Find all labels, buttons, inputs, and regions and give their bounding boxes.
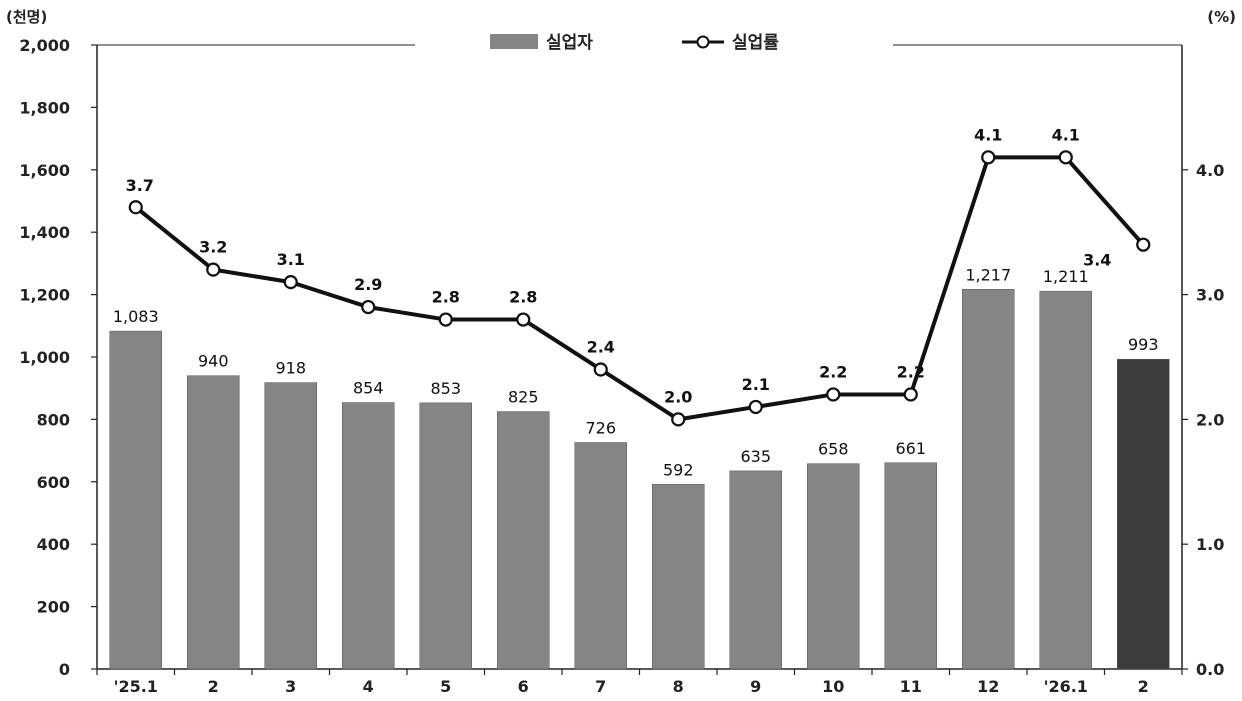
bar — [1117, 358, 1170, 670]
rate-value-label: 2.2 — [819, 362, 847, 381]
rate-point — [903, 387, 918, 402]
left-tick-label: 600 — [37, 473, 70, 492]
bar — [807, 463, 860, 670]
left-tick-label: 400 — [37, 535, 70, 554]
bar — [574, 442, 627, 670]
bar-value-label: 940 — [198, 352, 229, 371]
left-tick-label: 2,000 — [19, 36, 70, 55]
x-tick-label: '26.1 — [1044, 677, 1088, 696]
rate-value-label: 2.2 — [897, 362, 925, 381]
x-tick-label: 2 — [1138, 677, 1149, 696]
rate-value-label: 3.1 — [277, 250, 305, 269]
rate-value-label: 2.9 — [354, 275, 382, 294]
bar — [497, 411, 550, 670]
rate-value-label: 4.1 — [974, 125, 1002, 144]
bar-value-label: 1,217 — [965, 265, 1011, 284]
bar-value-label: 918 — [275, 359, 306, 378]
left-tick-label: 200 — [37, 598, 70, 617]
bar-value-label: 592 — [663, 460, 694, 479]
bar — [264, 382, 317, 670]
right-tick-label: 0.0 — [1196, 660, 1224, 679]
x-tick-label: 11 — [900, 677, 922, 696]
bar-value-label: 1,083 — [113, 307, 159, 326]
rate-point — [671, 412, 686, 427]
bar-value-label: 825 — [508, 388, 539, 407]
bar-value-label: 1,211 — [1043, 267, 1089, 286]
left-tick-label: 1,000 — [19, 348, 70, 367]
right-tick-label: 2.0 — [1196, 410, 1224, 429]
bar-value-label: 726 — [585, 418, 616, 437]
rate-point — [593, 362, 608, 377]
right-tick-label: 3.0 — [1196, 286, 1224, 305]
bar — [109, 330, 162, 670]
rate-point — [283, 275, 298, 290]
x-tick-label: 4 — [363, 677, 374, 696]
bar — [187, 375, 240, 670]
bar-value-label: 661 — [895, 439, 926, 458]
rate-point — [438, 312, 453, 327]
rate-point — [826, 387, 841, 402]
right-tick-label: 4.0 — [1196, 161, 1224, 180]
rate-value-label: 2.8 — [509, 288, 537, 307]
x-tick-label: 6 — [518, 677, 529, 696]
rate-point — [1136, 237, 1151, 252]
bar — [419, 402, 472, 670]
rate-value-label: 2.1 — [742, 375, 770, 394]
left-axis-unit: (천명) — [6, 8, 47, 26]
rate-value-label: 2.8 — [432, 288, 460, 307]
legend-bar-swatch — [490, 34, 538, 49]
x-tick-label: 7 — [595, 677, 606, 696]
left-tick-label: 0 — [59, 660, 70, 679]
bar — [729, 470, 782, 670]
x-tick-label: 10 — [822, 677, 844, 696]
left-tick-label: 1,400 — [19, 223, 70, 242]
x-tick-label: 8 — [673, 677, 684, 696]
rate-point — [1058, 150, 1073, 165]
rate-value-label: 3.7 — [126, 176, 154, 195]
legend-line-label: 실업률 — [732, 33, 779, 53]
left-tick-label: 1,600 — [19, 161, 70, 180]
x-tick-label: 5 — [440, 677, 451, 696]
rate-value-label: 2.0 — [664, 387, 692, 406]
bar — [884, 462, 937, 670]
bar-value-label: 635 — [740, 447, 771, 466]
right-axis-unit: (%) — [1207, 8, 1236, 26]
bar — [1039, 290, 1092, 670]
rate-value-label: 3.2 — [199, 238, 227, 257]
rate-value-label: 4.1 — [1052, 125, 1080, 144]
bar — [962, 289, 1015, 670]
rate-point — [516, 312, 531, 327]
bar-value-label: 993 — [1128, 335, 1159, 354]
legend-bar-label: 실업자 — [546, 33, 593, 53]
rate-line — [134, 155, 1145, 422]
bar — [342, 402, 395, 670]
x-tick-label: 12 — [977, 677, 999, 696]
rate-point — [748, 399, 763, 415]
rate-point — [981, 150, 996, 165]
legend-line-marker — [696, 35, 710, 49]
bar-value-label: 853 — [430, 379, 461, 398]
x-tick-label: 2 — [208, 677, 219, 696]
bar-value-label: 658 — [818, 440, 849, 459]
x-tick-label: '25.1 — [114, 677, 158, 696]
x-tick-label: 9 — [750, 677, 761, 696]
x-tick-label: 3 — [285, 677, 296, 696]
rate-point — [206, 262, 221, 277]
left-tick-label: 1,200 — [19, 286, 70, 305]
bar-value-label: 854 — [353, 379, 384, 398]
bar — [652, 484, 705, 670]
right-tick-label: 1.0 — [1196, 535, 1224, 554]
rate-value-label: 3.4 — [1083, 251, 1111, 270]
left-tick-label: 800 — [37, 410, 70, 429]
rate-point — [361, 299, 376, 315]
rate-point — [128, 200, 143, 215]
rate-value-label: 2.4 — [587, 337, 615, 356]
left-tick-label: 1,800 — [19, 98, 70, 117]
